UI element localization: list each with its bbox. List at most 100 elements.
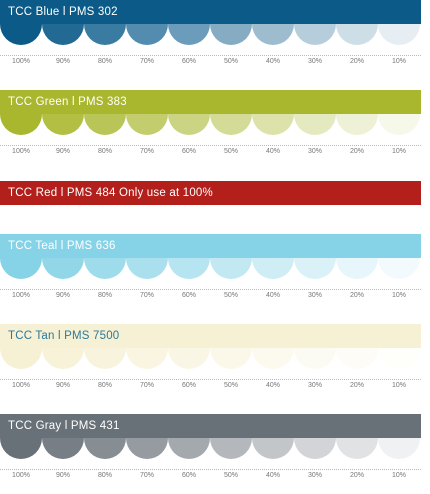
tint-percent-label: 80%	[97, 58, 112, 65]
tint-percent-label: 90%	[55, 148, 70, 155]
tint-percent-label: 20%	[349, 148, 364, 155]
tint-percent-label: 30%	[307, 58, 322, 65]
tint-swatch	[42, 438, 84, 459]
tint-swatch	[84, 348, 126, 369]
tint-swatch	[336, 438, 378, 459]
tint-percent-label: 70%	[139, 292, 154, 299]
tint-percent-label: 100%	[12, 148, 30, 155]
tint-swatch	[168, 438, 210, 459]
tint-swatch	[210, 24, 252, 45]
tint-swatch	[168, 114, 210, 135]
tint-swatch	[42, 114, 84, 135]
swatch-bar: TCC Teal l PMS 636	[0, 234, 421, 258]
tint-swatch	[210, 348, 252, 369]
tint-percent-row: 100% 90% 80% 70% 60% 50% 40% 30% 20% 10%	[0, 55, 421, 68]
tint-percent-label: 20%	[349, 472, 364, 479]
tint-swatch	[84, 438, 126, 459]
swatch-bar: TCC Blue l PMS 302	[0, 0, 421, 24]
tint-swatch	[294, 114, 336, 135]
tint-percent-label: 100%	[12, 472, 30, 479]
tint-swatch	[84, 24, 126, 45]
tint-swatch	[0, 348, 42, 369]
tint-swatch	[378, 348, 420, 369]
swatch-label: TCC Red l PMS 484 Only use at 100%	[8, 187, 213, 199]
tint-percent-label: 50%	[223, 472, 238, 479]
tint-swatch	[126, 438, 168, 459]
tint-swatch	[336, 348, 378, 369]
swatch-bar: TCC Tan l PMS 7500	[0, 324, 421, 348]
tint-swatch	[0, 114, 42, 135]
tint-percent-label: 80%	[97, 382, 112, 389]
tint-percent-label: 70%	[139, 382, 154, 389]
tint-swatch	[42, 24, 84, 45]
tint-percent-label: 10%	[391, 58, 406, 65]
tint-swatch	[294, 24, 336, 45]
tint-percent-row: 100% 90% 80% 70% 60% 50% 40% 30% 20% 10%	[0, 469, 421, 482]
tint-percent-label: 20%	[349, 292, 364, 299]
tint-percent-label: 90%	[55, 472, 70, 479]
tint-swatch	[252, 24, 294, 45]
tint-percent-label: 30%	[307, 292, 322, 299]
tint-swatch	[294, 348, 336, 369]
tint-swatch	[378, 258, 420, 279]
tint-swatch	[378, 114, 420, 135]
tint-percent-label: 70%	[139, 148, 154, 155]
tint-swatch	[252, 114, 294, 135]
swatch-bar: TCC Green l PMS 383	[0, 90, 421, 114]
tint-percent-label: 100%	[12, 58, 30, 65]
tint-swatch	[378, 24, 420, 45]
tint-percent-label: 70%	[139, 58, 154, 65]
tint-percent-label: 50%	[223, 58, 238, 65]
tint-percent-label: 20%	[349, 382, 364, 389]
tint-swatch	[168, 24, 210, 45]
tint-percent-row: 100% 90% 80% 70% 60% 50% 40% 30% 20% 10%	[0, 145, 421, 158]
tint-swatch	[126, 258, 168, 279]
tint-percent-label: 90%	[55, 58, 70, 65]
tint-percent-label: 50%	[223, 292, 238, 299]
tint-swatch	[252, 348, 294, 369]
tint-swatch	[252, 438, 294, 459]
tint-percent-label: 20%	[349, 58, 364, 65]
tint-swatch	[126, 114, 168, 135]
tint-swatch	[84, 114, 126, 135]
tint-swatch	[294, 258, 336, 279]
tint-swatch	[42, 348, 84, 369]
tint-percent-label: 30%	[307, 382, 322, 389]
tint-swatch	[126, 348, 168, 369]
tint-percent-label: 100%	[12, 382, 30, 389]
tint-swatch	[210, 114, 252, 135]
tint-swatch	[0, 438, 42, 459]
tint-swatch	[42, 258, 84, 279]
tint-percent-label: 80%	[97, 148, 112, 155]
tint-percent-label: 40%	[265, 382, 280, 389]
tint-percent-label: 80%	[97, 292, 112, 299]
tint-swatch	[210, 258, 252, 279]
swatch-label: TCC Tan l PMS 7500	[8, 330, 120, 342]
tint-percent-label: 80%	[97, 472, 112, 479]
tint-percent-label: 50%	[223, 148, 238, 155]
tint-swatch	[126, 24, 168, 45]
swatch-bar: TCC Red l PMS 484 Only use at 100%	[0, 181, 421, 205]
tint-swatch	[336, 24, 378, 45]
tint-percent-label: 60%	[181, 472, 196, 479]
tint-percent-row: 100% 90% 80% 70% 60% 50% 40% 30% 20% 10%	[0, 379, 421, 392]
tint-percent-label: 10%	[391, 472, 406, 479]
tint-swatch	[336, 114, 378, 135]
tint-percent-label: 70%	[139, 472, 154, 479]
tint-percent-label: 40%	[265, 292, 280, 299]
tint-swatch	[168, 258, 210, 279]
tint-percent-label: 10%	[391, 292, 406, 299]
tint-percent-label: 60%	[181, 148, 196, 155]
tint-percent-label: 30%	[307, 472, 322, 479]
swatch-label: TCC Teal l PMS 636	[8, 240, 116, 252]
tint-swatch	[336, 258, 378, 279]
swatch-label: TCC Green l PMS 383	[8, 96, 127, 108]
tint-percent-label: 90%	[55, 292, 70, 299]
tint-percent-label: 60%	[181, 292, 196, 299]
tint-percent-label: 100%	[12, 292, 30, 299]
tint-percent-label: 40%	[265, 58, 280, 65]
tint-swatch	[84, 258, 126, 279]
tint-percent-label: 40%	[265, 148, 280, 155]
swatch-label: TCC Gray l PMS 431	[8, 420, 120, 432]
tint-percent-label: 60%	[181, 382, 196, 389]
